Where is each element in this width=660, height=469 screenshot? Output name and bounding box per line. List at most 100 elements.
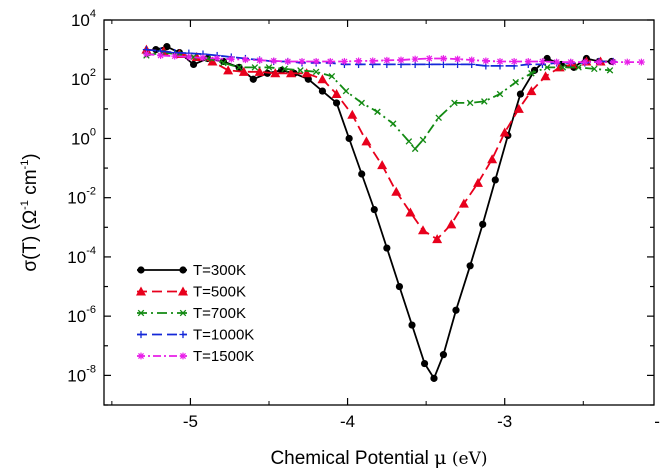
- legend-entry: T=1000K: [137, 327, 254, 344]
- series-line: [146, 48, 601, 241]
- data-point: [383, 56, 391, 64]
- data-point: [458, 198, 469, 208]
- data-point: [270, 68, 281, 78]
- data-point: [418, 225, 428, 235]
- data-point: [157, 52, 164, 59]
- legend-label: T=1500K: [193, 348, 254, 365]
- data-point: [326, 58, 334, 65]
- data-point: [347, 109, 358, 119]
- data-point: [281, 65, 288, 73]
- data-point: [510, 58, 518, 65]
- data-point: [369, 57, 377, 65]
- data-point: [251, 64, 259, 71]
- data-point: [528, 70, 535, 77]
- data-point: [487, 154, 498, 164]
- legend-entry: T=1500K: [137, 348, 254, 365]
- series-layer: [141, 43, 645, 382]
- x-axis-title: Chemical Potential μ (eV): [270, 447, 487, 469]
- y-axis-title: σ(T) (Ω-1 cm-1): [19, 153, 41, 271]
- data-point: [370, 205, 378, 214]
- legend: T=300K T=500K T=700K T=1000K T=1500K: [136, 262, 254, 365]
- data-point: [312, 68, 320, 76]
- data-point: [499, 127, 510, 137]
- data-point: [405, 207, 416, 217]
- data-point: [265, 64, 273, 71]
- data-point: [204, 55, 211, 62]
- data-point: [304, 75, 312, 83]
- data-point: [312, 58, 320, 65]
- data-point: [606, 67, 614, 74]
- data-point: [358, 99, 365, 107]
- y-tick-label: 10-4: [67, 245, 96, 267]
- legend-entry: T=500K: [136, 284, 246, 301]
- data-point: [171, 52, 179, 60]
- data-point: [297, 67, 304, 74]
- data-point: [284, 58, 292, 65]
- legend-marker: [179, 352, 187, 360]
- data-point: [595, 58, 603, 66]
- y-tick-label: 10-8: [67, 363, 96, 385]
- data-point: [256, 56, 263, 64]
- data-point: [638, 58, 645, 66]
- data-point: [199, 54, 207, 62]
- data-point: [420, 359, 429, 368]
- data-point: [227, 55, 235, 63]
- data-point: [254, 66, 265, 76]
- data-point: [411, 145, 419, 153]
- plot-frame: [103, 19, 655, 406]
- data-point: [439, 351, 448, 359]
- legend-label: T=500K: [193, 284, 246, 301]
- data-point: [540, 71, 551, 81]
- data-point: [543, 54, 551, 63]
- data-point: [235, 64, 243, 71]
- data-point: [513, 103, 524, 113]
- legend-marker: [179, 330, 187, 339]
- data-point: [419, 136, 427, 144]
- data-point: [567, 58, 575, 66]
- legend-label: T=1000K: [193, 327, 254, 344]
- data-point: [452, 306, 460, 314]
- data-point: [405, 138, 413, 145]
- legend-marker: [137, 309, 145, 317]
- data-point: [482, 57, 490, 65]
- data-point: [318, 87, 327, 95]
- data-point: [526, 86, 537, 96]
- data-point: [395, 282, 404, 291]
- data-point: [425, 55, 433, 62]
- y-tick-label: 10-2: [67, 186, 96, 208]
- data-point: [190, 53, 197, 61]
- data-point: [355, 57, 362, 65]
- data-point: [331, 89, 342, 99]
- data-point: [298, 58, 306, 65]
- data-point: [213, 55, 221, 62]
- data-point: [345, 134, 353, 143]
- data-point: [496, 58, 504, 65]
- data-point: [301, 68, 312, 78]
- data-point: [286, 68, 296, 78]
- data-point: [432, 234, 443, 244]
- data-point: [466, 99, 474, 107]
- data-point: [383, 244, 391, 252]
- data-point: [220, 59, 227, 67]
- series-t-500k: [141, 44, 606, 244]
- data-point: [143, 50, 150, 58]
- series-line: [146, 51, 611, 151]
- data-point: [341, 58, 348, 65]
- data-point: [408, 321, 416, 329]
- legend-marker: [136, 286, 146, 296]
- x-tick-label: -4: [340, 412, 355, 431]
- data-point: [361, 136, 372, 146]
- data-point: [223, 65, 234, 75]
- data-point: [479, 220, 487, 228]
- legend-label: T=300K: [193, 262, 246, 279]
- data-point: [270, 57, 278, 65]
- data-point: [249, 75, 257, 83]
- data-point: [446, 219, 457, 229]
- legend-marker: [137, 352, 145, 360]
- data-point: [481, 98, 488, 105]
- data-point: [473, 177, 483, 187]
- y-tick-label: 102: [71, 67, 96, 89]
- data-point: [496, 90, 504, 98]
- data-point: [440, 55, 447, 62]
- data-point: [468, 56, 476, 64]
